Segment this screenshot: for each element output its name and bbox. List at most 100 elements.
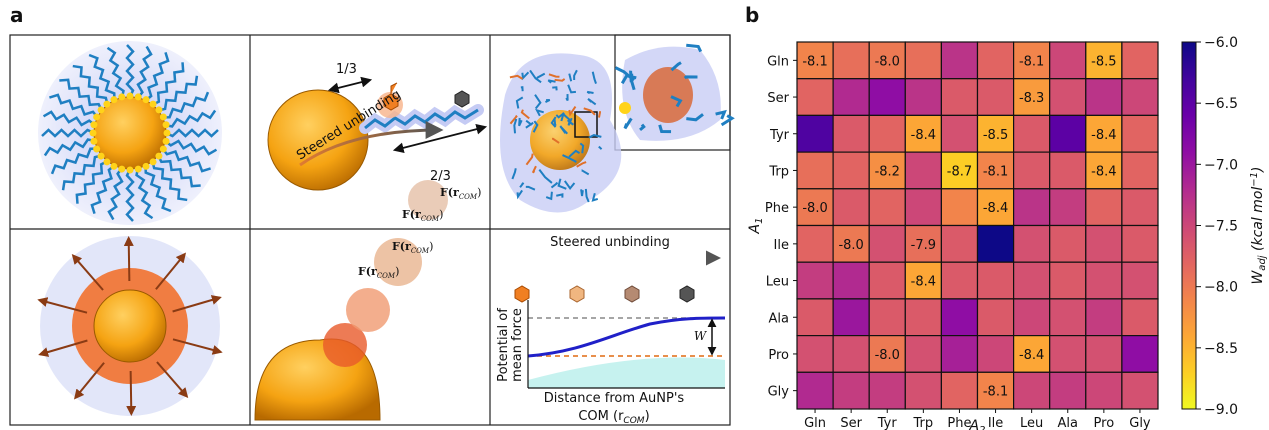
ligand	[50, 147, 98, 175]
heatmap-cell	[868, 371, 906, 410]
heatmap-cell	[904, 41, 942, 80]
ligand	[567, 84, 577, 94]
sulfur	[159, 113, 167, 121]
ligand	[509, 115, 518, 125]
heatmap-cell	[904, 151, 942, 190]
text-part: F(r	[358, 265, 377, 278]
text-part: )	[429, 240, 433, 253]
sulfur	[110, 162, 118, 170]
ligand	[670, 61, 682, 72]
sulfur	[97, 106, 105, 114]
colorbar	[1181, 41, 1197, 410]
heatmap: -8.1 -8.0 -8.1 -8.5 -8.3 -8.4 -8.5 -8.4 -8.2 -8.7…	[747, 35, 1268, 430]
heatmap-cell	[940, 224, 979, 263]
text-part: )	[477, 186, 481, 199]
text-part: COM	[411, 247, 430, 255]
cell-label: -8.1	[1019, 54, 1044, 69]
heatmap-cell	[904, 371, 942, 410]
ligand	[536, 72, 546, 79]
sulfur	[93, 113, 101, 121]
sulfur	[110, 96, 118, 104]
ligand	[623, 117, 633, 130]
pull-arrow	[155, 252, 187, 290]
cell-label: -8.2	[875, 164, 900, 179]
ligand	[552, 86, 558, 91]
ligand	[520, 86, 524, 92]
ligand	[545, 99, 551, 103]
heatmap-cell	[868, 261, 906, 300]
text-part: adj	[1257, 255, 1268, 270]
heatmap-cell	[868, 78, 906, 116]
y-tick-label: Leu	[766, 275, 789, 290]
ligand	[579, 142, 585, 154]
ligand	[151, 160, 188, 202]
ligand	[535, 108, 544, 117]
ligand	[580, 189, 584, 197]
heatmap-cell	[1012, 261, 1051, 300]
ligand	[162, 91, 210, 119]
heatmap-cell	[940, 188, 979, 227]
sulfur	[118, 165, 126, 173]
heatmap-cell	[940, 114, 979, 153]
cell-label: -8.4	[1019, 348, 1044, 363]
pmf-xlabel: Distance from AuNP's	[544, 391, 685, 406]
sulfur	[134, 165, 142, 173]
cell-label: -8.0	[838, 238, 863, 253]
y-tick-label: Pro	[768, 348, 789, 363]
ligand	[164, 109, 217, 128]
x-tick-label: Leu	[1020, 416, 1043, 430]
ligand	[598, 111, 602, 118]
text-part: F(r	[440, 186, 459, 199]
ligand	[562, 154, 577, 163]
ligand	[59, 78, 103, 112]
ligand	[588, 134, 602, 139]
ligand	[565, 94, 569, 102]
x-tick-label: Ser	[840, 416, 862, 430]
heatmap-cell	[1085, 298, 1123, 337]
x-tick-label: Tyr	[877, 416, 898, 430]
x-tick-label: Ala	[1058, 416, 1078, 430]
heatmap-cell	[976, 335, 1015, 373]
heatmap-cell	[868, 224, 906, 263]
cell-label: -8.0	[875, 54, 900, 69]
heatmap-cell	[796, 335, 834, 373]
sulfur	[159, 145, 167, 153]
ligand	[42, 110, 96, 127]
heatmap-cell	[1012, 41, 1051, 80]
ligand	[568, 73, 573, 82]
heatmap-cell	[1085, 371, 1123, 410]
heatmap-cell	[1085, 261, 1123, 300]
ligand	[545, 191, 553, 201]
ligand	[550, 181, 559, 189]
heatmap-cell	[940, 261, 979, 300]
heatmap-cell	[976, 41, 1015, 80]
force-label: F(rCOM)	[402, 208, 443, 223]
ligand	[107, 167, 124, 221]
colorbar-tick-label: −9.0	[1204, 402, 1238, 418]
colorbar-tick-label: −6.0	[1204, 35, 1238, 51]
x-tick-label: Gln	[804, 416, 826, 430]
heatmap-cell	[832, 371, 870, 410]
ligand	[715, 109, 727, 120]
heatmap-cell	[1085, 151, 1123, 190]
heatmap-cell	[1012, 298, 1051, 337]
heatmap-cell	[1049, 261, 1087, 300]
sulfur	[118, 93, 126, 101]
pull-arrow	[73, 362, 105, 400]
cell-label: -8.4	[911, 128, 936, 143]
cell-label: -8.1	[802, 54, 827, 69]
heatmap-cell	[1085, 78, 1123, 116]
ratio-label: 2/3	[430, 169, 451, 184]
ligand	[509, 74, 523, 80]
ligand	[583, 107, 596, 116]
heatmap-cell	[904, 114, 942, 153]
heatmap-cell	[976, 261, 1015, 300]
heatmap-cell	[1049, 224, 1087, 263]
ligand	[720, 114, 735, 127]
ligand	[584, 188, 590, 203]
x-axis-label: A2	[969, 418, 986, 430]
text-part: COM	[623, 416, 644, 426]
cell-label: -8.0	[875, 348, 900, 363]
nanoparticle-render	[38, 41, 222, 225]
sulfur	[162, 121, 170, 129]
